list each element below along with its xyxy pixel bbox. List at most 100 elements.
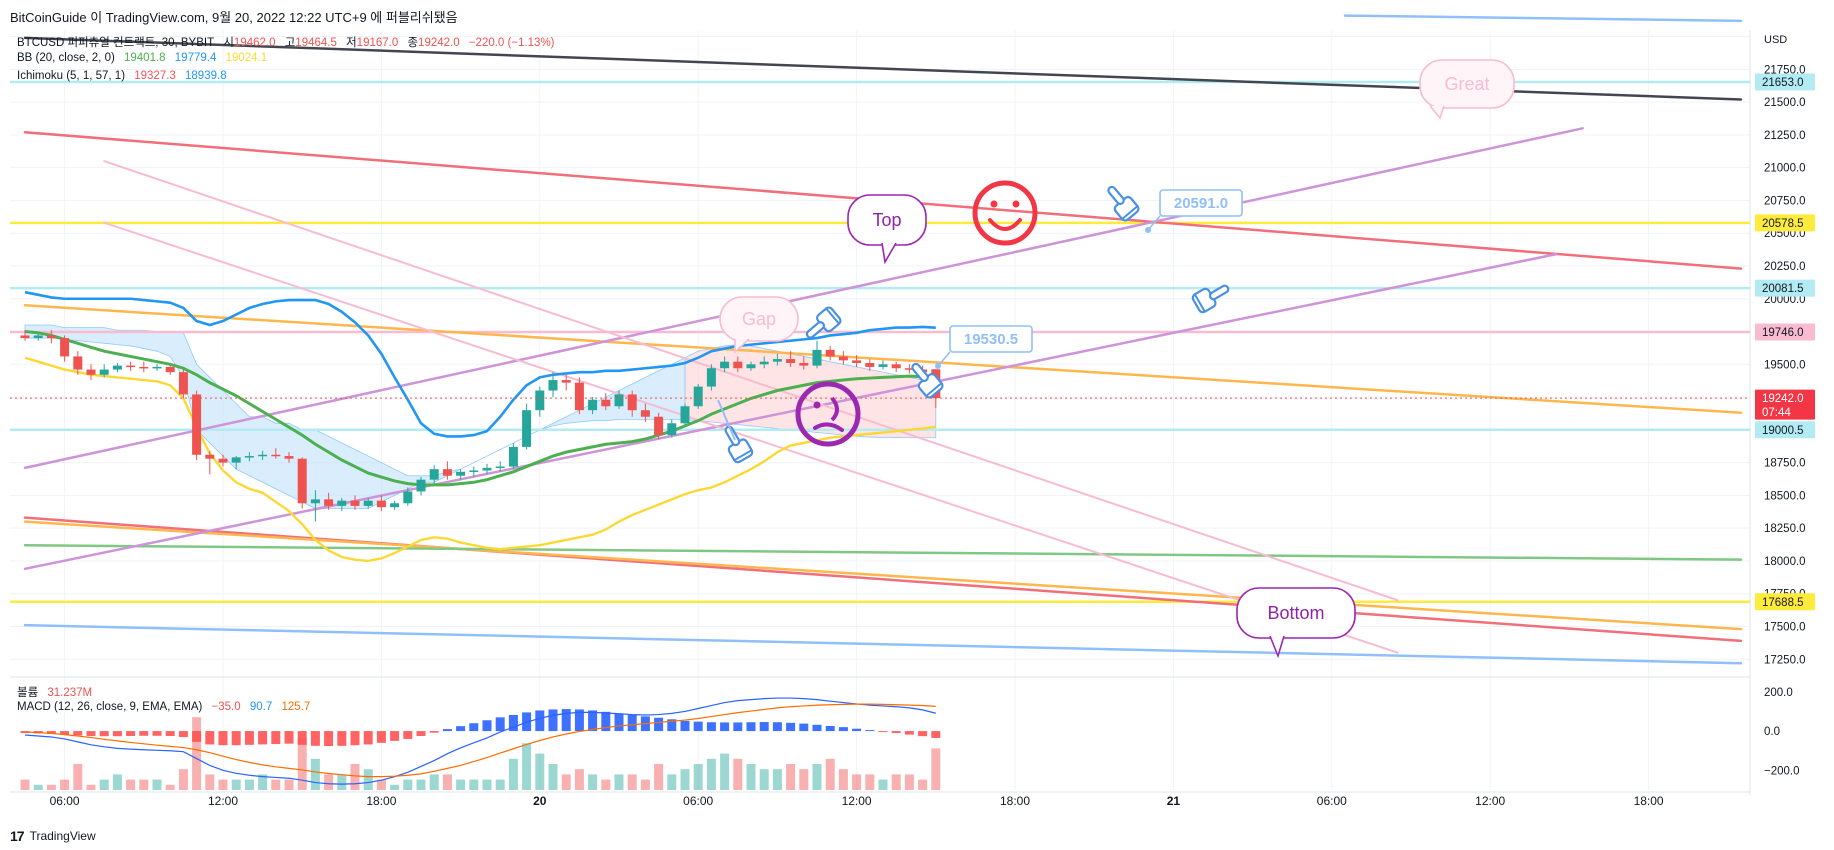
macd-label[interactable]: MACD (12, 26, close, 9, EMA, EMA) [17,701,203,713]
candle-body [680,406,690,424]
volume-bar [139,779,149,790]
price-tick-label: 17250.0 [1764,654,1806,666]
callout-gap[interactable]: Gap [719,296,799,354]
price-label-tag[interactable]: 17688.5 [1755,593,1815,611]
trend-line[interactable] [23,520,1743,631]
header-bar: BitCoinGuide 이 TradingView.com, 9월 20, 2… [0,0,1834,28]
volume-label[interactable]: 볼륨 [17,687,39,699]
macd-histogram-bar [60,731,70,735]
candle-body [838,356,848,361]
trend-line[interactable] [23,543,1743,561]
legend-volume-row: 볼륨 31.237M [17,684,98,700]
trend-line[interactable] [1343,14,1743,23]
pointing-hand-icon[interactable] [906,359,944,399]
candle [363,498,373,509]
macd-histogram-bar [126,731,136,736]
callout-bubble[interactable] [1419,59,1515,109]
price-tick-label: 21000.0 [1764,163,1806,175]
smiley-eye [813,401,821,409]
trend-line[interactable] [103,160,1399,602]
macd-histogram-bar [548,709,558,732]
candle-body [376,500,386,508]
price-label-tag[interactable]: 19000.5 [1755,421,1815,439]
volume-bar [667,774,677,790]
pointing-hand-icon[interactable] [1191,278,1232,314]
price-label-tag[interactable]: 19242.0 07:44 [1755,389,1815,420]
candle [429,465,439,484]
pointing-hand-icon[interactable] [1102,182,1140,222]
price-label-tag[interactable]: 20578.5 [1755,214,1815,232]
footer-brand[interactable]: TradingView [29,829,96,843]
drawings[interactable]: Great Top Gap Bottom 20591.0 19530.5 [717,59,1515,659]
candle-body [310,499,320,504]
price-axis[interactable]: USD17250.017500.017750.018000.018250.018… [1755,34,1815,777]
price-label-text: 21653.0 [1762,77,1804,89]
candle [614,390,624,409]
price-note-box[interactable] [949,325,1033,353]
time-tick-label: 18:00 [366,794,396,808]
volume-bar [231,779,241,790]
trend-line[interactable] [23,127,1584,470]
macd-histogram-bar [720,722,730,732]
ohlc-close: 종19242.0 [407,37,460,49]
volume-bar [720,753,730,790]
time-tick-label: 06:00 [683,794,713,808]
macd-histogram-bar [838,727,848,732]
trend-line[interactable] [23,252,1558,571]
smiley-confused-icon[interactable] [795,381,861,447]
volume-bar [112,774,122,790]
candle [482,463,492,475]
change-value: −220.0 (−1.13%) [468,37,555,49]
tradingview-logo-icon[interactable]: 17 [10,828,25,844]
candle-body [654,416,664,436]
macd-tick-label: 0.0 [1764,726,1780,738]
price-label-bg [1755,279,1815,297]
time-axis[interactable]: 06:00 12:00 18:00 20 06:00 12:00 18:00 21 06:00 1… [50,794,1664,808]
volume-bar [786,764,796,790]
candle [535,386,545,417]
ichimoku-label[interactable]: Ichimoku (5, 1, 57, 1) [17,70,126,82]
candle [812,340,822,369]
callout-bubble[interactable] [719,296,799,342]
macd-histogram-bar [469,723,479,732]
price-label-tag[interactable]: 20081.5 [1755,279,1815,297]
pointing-hand-icon[interactable] [802,306,842,344]
callout-bubble[interactable] [1236,587,1356,639]
macd-histogram-bar [165,731,175,736]
volume-bar [284,779,294,790]
volume-bar [178,769,188,790]
candle-body [733,361,743,369]
macd-histogram-bar [680,720,690,732]
candle-body [390,503,400,508]
trend-lines[interactable] [23,14,1743,665]
trend-line[interactable] [23,516,1743,643]
bb-lower-line [24,356,936,563]
price-label-tag[interactable]: 21653.0 [1755,73,1815,91]
callout-great[interactable]: Great [1419,59,1515,120]
volume-bar [271,779,281,790]
smiley-mouth [813,422,844,432]
smiley-happy-icon[interactable] [972,180,1038,246]
hand-finger [805,321,826,339]
price-note-box[interactable] [1159,189,1243,217]
macd-line [24,697,936,785]
ohlc-high: 고19464.5 [284,37,337,49]
symbol-label[interactable]: BTCUSD 퍼피츄얼 컨트랙트, 30, BYBIT [17,37,215,49]
candle [522,403,532,450]
volume-bar [838,769,848,790]
candle [205,450,215,475]
trend-line[interactable] [103,221,1399,654]
bb-label[interactable]: BB (20, close, 2, 0) [17,52,115,64]
callout-top[interactable]: Top [847,194,927,265]
trend-line[interactable] [23,623,1743,665]
candle [442,461,452,480]
price-note[interactable]: 19530.5 [935,325,1033,369]
macd-histogram-bar [667,719,677,732]
macd-histogram-bar [627,714,637,732]
trend-line[interactable] [23,304,1743,415]
callout-bottom[interactable]: Bottom [1236,587,1356,659]
volume-bar [33,784,43,790]
price-label-tag[interactable]: 19746.0 [1755,323,1815,341]
price-note[interactable]: 20591.0 [1145,189,1243,233]
